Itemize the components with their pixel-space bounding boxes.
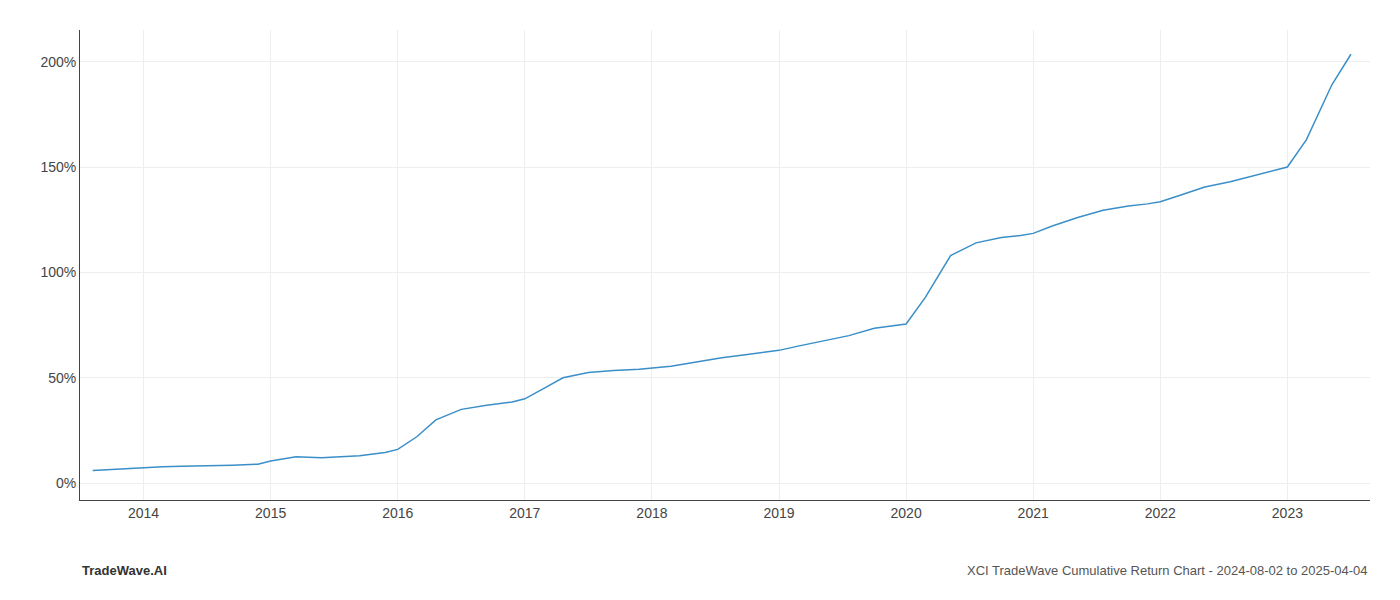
svg-text:2023: 2023 — [1272, 505, 1303, 521]
svg-text:2019: 2019 — [763, 505, 794, 521]
svg-text:2014: 2014 — [128, 505, 159, 521]
svg-text:50%: 50% — [48, 370, 76, 386]
svg-text:TradeWave.AI: TradeWave.AI — [82, 563, 167, 578]
svg-text:2018: 2018 — [636, 505, 667, 521]
svg-text:XCI TradeWave Cumulative Retur: XCI TradeWave Cumulative Return Chart - … — [967, 563, 1368, 578]
svg-text:150%: 150% — [40, 159, 76, 175]
svg-text:100%: 100% — [40, 264, 76, 280]
svg-text:2022: 2022 — [1145, 505, 1176, 521]
svg-text:2017: 2017 — [509, 505, 540, 521]
svg-text:2020: 2020 — [891, 505, 922, 521]
svg-text:2021: 2021 — [1018, 505, 1049, 521]
svg-text:0%: 0% — [56, 475, 76, 491]
svg-text:2015: 2015 — [255, 505, 286, 521]
svg-text:200%: 200% — [40, 54, 76, 70]
svg-text:2016: 2016 — [382, 505, 413, 521]
